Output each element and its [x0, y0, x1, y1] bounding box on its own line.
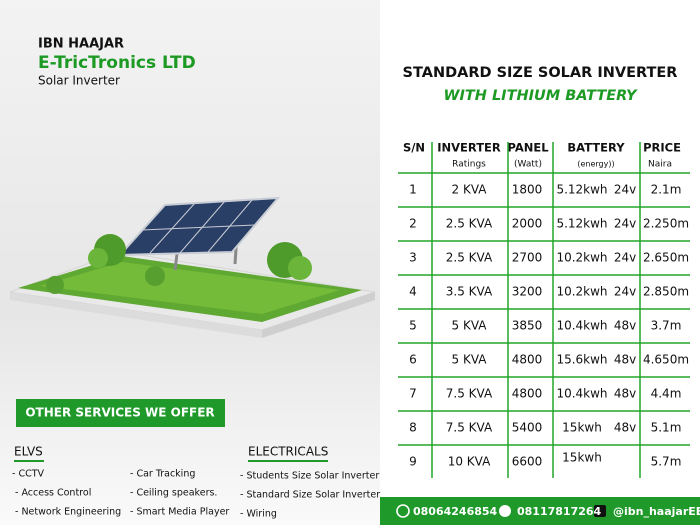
cell-voltage: 24v: [614, 217, 636, 231]
price-table: S/N INVERTER PANEL BATTERY PRICE Ratings (Watt…: [398, 141, 690, 478]
table-subtitle: WITH LITHIUM BATTERY: [443, 88, 638, 104]
column-subheader: Naira: [648, 160, 672, 170]
brand-tagline: Solar Inverter: [38, 74, 120, 88]
contact: 08064246854: [413, 505, 498, 518]
cell-sn: 8: [409, 421, 417, 435]
column-header: PRICE: [643, 141, 681, 155]
service-item: - Car Tracking: [130, 469, 195, 480]
cell-energy: 15kwh: [562, 451, 602, 465]
cell-voltage: 48v: [614, 353, 636, 367]
service-item: - Wiring: [240, 509, 277, 520]
cell-price: 5.1m: [651, 421, 682, 435]
contact: 08117817264: [517, 505, 602, 518]
cell-voltage: 48v: [614, 319, 636, 333]
cell-sn: 5: [409, 319, 417, 333]
footer-bar: [380, 497, 700, 525]
cell-energy: 10.2kwh: [556, 251, 607, 265]
cell-sn: 9: [409, 455, 417, 469]
column-subheader: (Watt): [514, 160, 542, 170]
cell-price: 5.7m: [651, 455, 682, 469]
column-header: BATTERY: [567, 141, 625, 155]
column-header: PANEL: [507, 141, 549, 155]
cell-panel: 3850: [512, 319, 543, 333]
service-item: - Standard Size Solar Inverter: [240, 490, 380, 501]
cell-sn: 6: [409, 353, 417, 367]
cell-inverter: 2.5 KVA: [446, 251, 493, 265]
cell-panel: 4800: [512, 353, 543, 367]
service-item: - Smart Media Player: [130, 507, 229, 518]
cell-sn: 2: [409, 217, 417, 231]
phone-icon: [499, 505, 511, 517]
cell-energy: 10.2kwh: [556, 285, 607, 299]
cell-inverter: 5 KVA: [452, 353, 488, 367]
whatsapp-icon: [396, 504, 410, 518]
cell-energy: 15.6kwh: [556, 353, 607, 367]
cell-price: 4.4m: [651, 387, 682, 401]
x-icon: [594, 505, 606, 517]
cell-inverter: 5 KVA: [452, 319, 488, 333]
cell-price: 3.7m: [651, 319, 682, 333]
brand-name: IBN HAAJAR: [38, 37, 124, 52]
column-subheader: Ratings: [452, 160, 486, 170]
cell-price: 2.850m: [643, 285, 689, 299]
cell-panel: 2000: [512, 217, 543, 231]
cell-energy: 10.4kwh: [556, 387, 607, 401]
cell-energy: 5.12kwh: [556, 217, 607, 231]
cell-voltage: 48v: [614, 421, 636, 435]
cell-energy: 5.12kwh: [556, 183, 607, 197]
service-item: - Students Size Solar Inverter: [240, 471, 379, 482]
cell-price: 2.250m: [643, 217, 689, 231]
cell-price: 2.1m: [651, 183, 682, 197]
cell-voltage: 24v: [614, 183, 636, 197]
cell-panel: 3200: [512, 285, 543, 299]
cell-voltage: 24v: [614, 285, 636, 299]
cell-panel: 2700: [512, 251, 543, 265]
brand-company: E-TricTronics LTD: [38, 53, 196, 73]
service-item: - Ceiling speakers.: [130, 488, 217, 499]
cell-voltage: 24v: [614, 251, 636, 265]
column-header: S/N: [403, 141, 425, 155]
cell-sn: 3: [409, 251, 417, 265]
contact: @ibn_haajarEE: [613, 505, 700, 518]
cell-price: 2.650m: [643, 251, 689, 265]
column-subheader: (energy)): [577, 160, 614, 169]
solar-illustration: [9, 196, 376, 338]
cell-energy: 10.4kwh: [556, 319, 607, 333]
cell-price: 4.650m: [643, 353, 689, 367]
cell-sn: 4: [409, 285, 417, 299]
cell-panel: 4800: [512, 387, 543, 401]
services-button: [16, 399, 225, 427]
cell-sn: 1: [409, 183, 417, 197]
service-item: - Network Engineering: [15, 507, 121, 518]
cell-sn: 7: [409, 387, 417, 401]
cell-panel: 6600: [512, 455, 543, 469]
cell-inverter: 2.5 KVA: [446, 217, 493, 231]
cell-inverter: 2 KVA: [452, 183, 488, 197]
cell-inverter: 3.5 KVA: [446, 285, 493, 299]
cell-inverter: 7.5 KVA: [446, 387, 493, 401]
cell-panel: 1800: [512, 183, 543, 197]
cell-inverter: 7.5 KVA: [446, 421, 493, 435]
elvs-title: ELVS: [14, 445, 43, 459]
cell-voltage: 48v: [614, 387, 636, 401]
service-item: - CCTV: [12, 469, 45, 480]
cell-panel: 5400: [512, 421, 543, 435]
service-item: - Access Control: [15, 488, 91, 499]
cell-energy: 15kwh: [562, 421, 602, 435]
services-button-label: OTHER SERVICES WE OFFER: [25, 406, 214, 420]
cell-inverter: 10 KVA: [448, 455, 491, 469]
electricals-title: ELECTRICALS: [248, 445, 328, 459]
column-header: INVERTER: [437, 141, 501, 155]
table-title: STANDARD SIZE SOLAR INVERTER: [403, 65, 678, 81]
